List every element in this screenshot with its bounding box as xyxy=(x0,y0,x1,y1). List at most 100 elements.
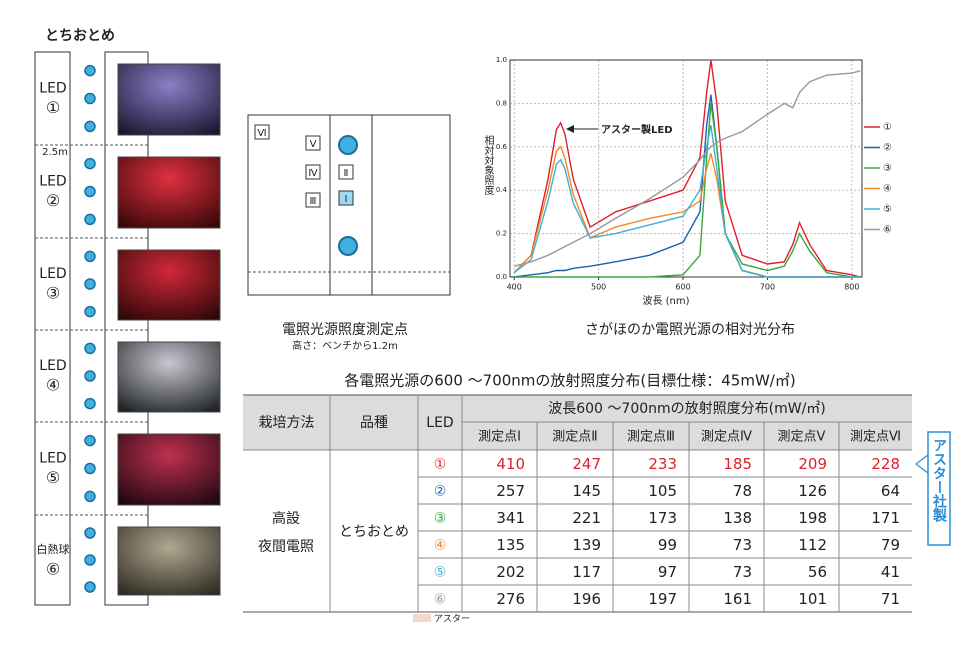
lamp xyxy=(84,581,96,593)
lamp xyxy=(84,370,96,382)
cell-value: 64 xyxy=(881,482,900,500)
section-label: LED xyxy=(39,81,66,97)
section-label: LED xyxy=(39,358,66,374)
annotation-head xyxy=(566,125,574,133)
legend-label: ⑥ xyxy=(883,225,892,236)
lamp xyxy=(338,135,358,155)
section-number: ② xyxy=(46,191,60,210)
cell-value: 161 xyxy=(723,590,752,608)
section-label: 白熱球 xyxy=(37,542,70,556)
point-box xyxy=(305,192,321,208)
cell-value: 185 xyxy=(723,455,752,473)
cell-value: 202 xyxy=(496,563,525,581)
table-subheader: 測定点Ⅴ xyxy=(778,430,826,445)
led-number: ② xyxy=(434,484,447,500)
legend-label: ② xyxy=(883,143,892,154)
table-header: 品種 xyxy=(360,415,388,431)
point-box xyxy=(254,124,270,140)
photo xyxy=(117,341,221,413)
cell-value: 79 xyxy=(881,536,900,554)
table-subheader: 測定点Ⅰ xyxy=(478,430,521,445)
cell-value: 197 xyxy=(648,590,677,608)
section-label: LED xyxy=(39,174,66,190)
table-subheader: 測定点Ⅲ xyxy=(627,430,675,445)
cell-value: 97 xyxy=(658,563,677,581)
y-axis-label: 相対対象照度 xyxy=(482,134,494,196)
cell-value: 101 xyxy=(798,590,827,608)
variety: とちおとめ xyxy=(339,524,409,540)
point-label: Ⅵ xyxy=(257,128,266,139)
cell-value: 112 xyxy=(798,536,827,554)
lamp xyxy=(84,397,96,410)
y-tick-label: 0.2 xyxy=(496,230,507,238)
legend-label: ④ xyxy=(883,184,892,195)
cell-value: 71 xyxy=(881,590,900,608)
lamp xyxy=(84,250,96,263)
x-tick-label: 400 xyxy=(507,283,522,292)
method: 高設 xyxy=(272,510,300,527)
section-number: ③ xyxy=(46,284,60,303)
lamp xyxy=(84,185,96,198)
section-number: ① xyxy=(46,98,60,117)
cell-value: 257 xyxy=(496,482,525,500)
section-label: LED xyxy=(39,266,66,282)
cell-value: 221 xyxy=(572,509,601,527)
cell-value: 78 xyxy=(733,482,752,500)
table-subheader: 測定点Ⅱ xyxy=(552,430,597,445)
cell-value: 228 xyxy=(871,455,900,473)
x-tick-label: 800 xyxy=(844,283,859,292)
lamp xyxy=(84,434,96,447)
footer-legend: アスター xyxy=(434,614,470,625)
cell-value: 198 xyxy=(798,509,827,527)
cell-value: 209 xyxy=(798,455,827,473)
section-label: LED xyxy=(39,451,66,467)
lamp xyxy=(338,236,358,256)
section-number: ⑥ xyxy=(46,560,60,579)
cell-value: 73 xyxy=(733,563,752,581)
photo xyxy=(117,63,221,136)
cell-value: 247 xyxy=(572,455,601,473)
section-number: ⑤ xyxy=(46,468,60,487)
led-number: ⑤ xyxy=(434,565,447,581)
chart-title: さがほのか電照光源の相対光分布 xyxy=(585,322,795,338)
cell-value: 196 xyxy=(572,590,601,608)
lamp xyxy=(84,490,96,503)
cell-value: 139 xyxy=(572,536,601,554)
side-pointer xyxy=(915,454,929,474)
lamp xyxy=(84,527,96,539)
cell-value: 135 xyxy=(496,536,525,554)
lamp xyxy=(84,342,96,355)
cell-value: 233 xyxy=(648,455,677,473)
legend-label: ① xyxy=(883,122,892,133)
cell-value: 126 xyxy=(798,482,827,500)
point-box xyxy=(305,164,321,180)
cell-value: 105 xyxy=(648,482,677,500)
x-tick-label: 500 xyxy=(591,283,606,292)
table-header: 栽培方法 xyxy=(259,415,315,431)
series-line xyxy=(514,103,861,278)
legend-label: ⑤ xyxy=(883,204,892,215)
panel-title: とちおとめ xyxy=(45,28,115,44)
photo xyxy=(117,249,221,321)
cell-value: 41 xyxy=(881,563,900,581)
table-header: LED xyxy=(426,415,453,431)
cell-value: 99 xyxy=(658,536,677,554)
diagram-frame xyxy=(247,114,451,296)
lamp xyxy=(84,157,96,170)
cell-value: 56 xyxy=(808,563,827,581)
point-label: Ⅴ xyxy=(310,139,317,150)
section-number: ④ xyxy=(46,376,60,395)
point-label: Ⅳ xyxy=(308,168,318,179)
point-label: Ⅱ xyxy=(344,168,349,179)
side-note: アスター社製 xyxy=(931,438,948,523)
lamp xyxy=(84,278,96,290)
table-title: 各電照光源の600 ～700nmの放射照度分布(目標仕様：45mW/㎡) xyxy=(344,372,795,390)
light-column xyxy=(34,51,71,606)
point-box xyxy=(305,135,321,151)
y-tick-label: 0.0 xyxy=(496,273,507,281)
lamp xyxy=(84,213,96,226)
annotation: アスター製LED xyxy=(601,123,673,136)
point-label: Ⅲ xyxy=(310,196,317,207)
point-box xyxy=(338,190,354,206)
cell-value: 276 xyxy=(496,590,525,608)
